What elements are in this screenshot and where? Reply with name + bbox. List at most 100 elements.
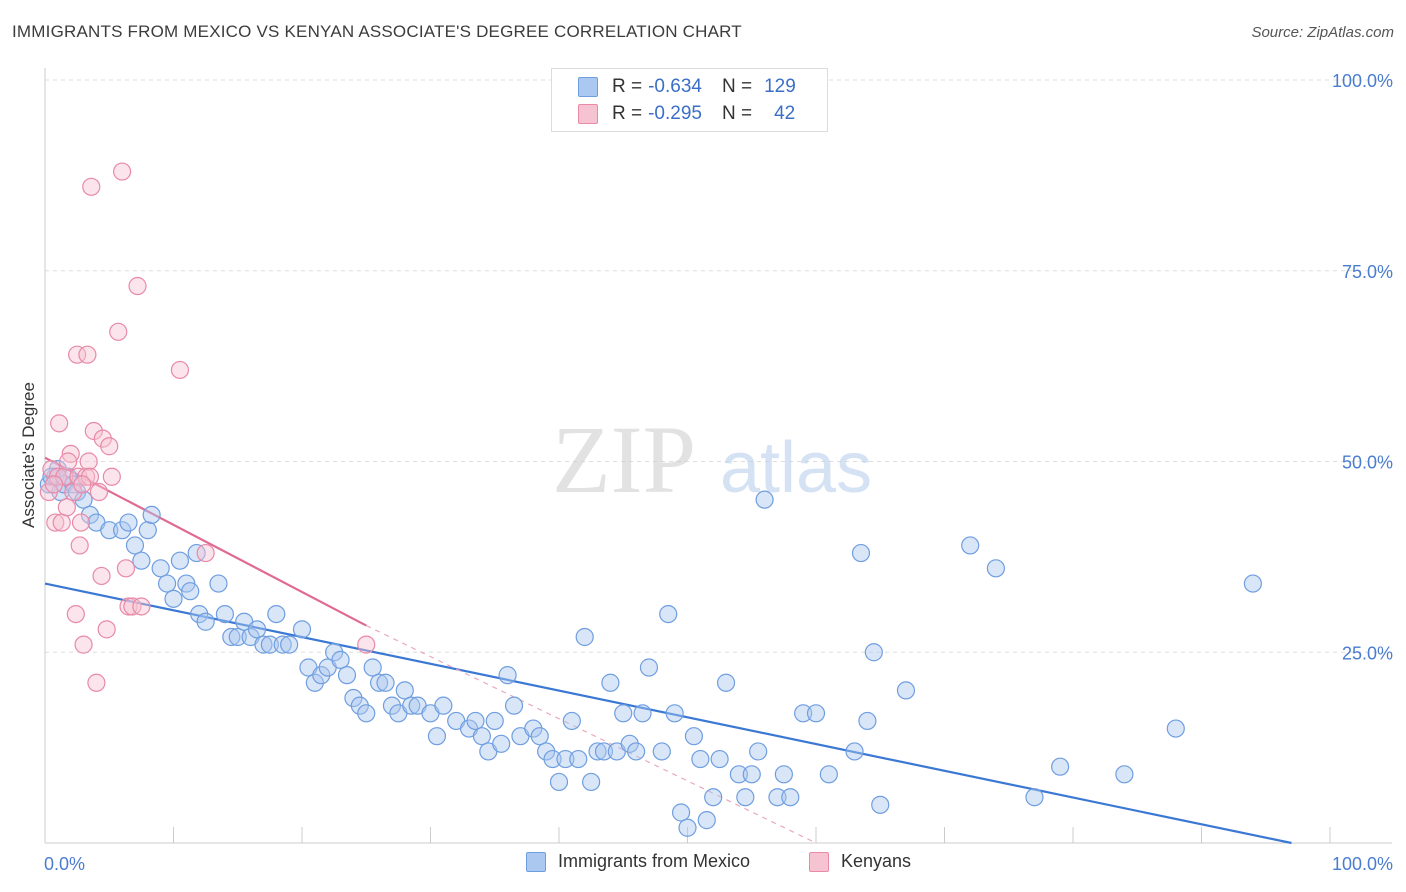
kenyans-point bbox=[79, 452, 98, 471]
series-swatch-kenyans bbox=[809, 851, 829, 872]
y-tick-label: 100.0% bbox=[1332, 71, 1393, 91]
kenyans-point bbox=[196, 543, 215, 563]
mexico-point bbox=[858, 711, 877, 731]
y-axis-label: Associate's Degree bbox=[19, 382, 38, 528]
kenyans-point bbox=[57, 498, 76, 517]
mexico-point bbox=[1025, 788, 1044, 807]
mexico-point bbox=[331, 650, 350, 669]
kenyans-point bbox=[119, 597, 138, 616]
series-legend-mexico[interactable]: Immigrants from Mexico bbox=[526, 851, 750, 872]
kenyans-point bbox=[44, 475, 64, 494]
kenyans-point bbox=[82, 177, 101, 196]
series-label-mexico: Immigrants from Mexico bbox=[558, 851, 751, 871]
kenyans-point bbox=[78, 345, 97, 364]
kenyans-point bbox=[109, 322, 128, 341]
mexico-point bbox=[350, 696, 369, 715]
kenyans-point bbox=[100, 437, 119, 456]
mexico-point bbox=[729, 765, 749, 784]
source-label: Source: ZipAtlas.com bbox=[1251, 24, 1394, 41]
legend-n-label: N = bbox=[721, 76, 753, 97]
mexico-point bbox=[1115, 765, 1134, 784]
mexico-point bbox=[151, 559, 170, 578]
mexico-point bbox=[312, 666, 331, 685]
kenyans-point bbox=[97, 620, 116, 639]
mexico-point bbox=[569, 749, 588, 769]
mexico-point bbox=[697, 811, 716, 830]
mexico-point bbox=[530, 727, 549, 746]
kenyans-point bbox=[128, 276, 147, 296]
mexico-point bbox=[659, 604, 678, 624]
mexico-point bbox=[742, 765, 761, 784]
kenyans-point bbox=[73, 475, 92, 494]
mexico-point bbox=[260, 635, 279, 654]
trend-lines bbox=[44, 456, 1292, 845]
kenyans-point bbox=[55, 467, 74, 486]
mexico-point bbox=[485, 711, 504, 731]
kenyans-trend-extension bbox=[365, 625, 817, 844]
kenyans-point bbox=[71, 513, 91, 532]
mexico-point bbox=[781, 788, 800, 807]
mexico-point bbox=[370, 673, 389, 692]
mexico-point bbox=[819, 765, 838, 784]
mexico-point bbox=[222, 627, 241, 647]
y-tick-label: 25.0% bbox=[1342, 643, 1393, 663]
mexico-point bbox=[588, 742, 607, 761]
mexico-point bbox=[382, 696, 402, 715]
mexico-point bbox=[665, 704, 684, 723]
mexico-point bbox=[704, 788, 723, 807]
legend-n-value: 42 bbox=[774, 103, 796, 124]
x-tick-label: 0.0% bbox=[44, 854, 85, 874]
series-legend-kenyans[interactable]: Kenyans bbox=[809, 851, 911, 872]
kenyans-point bbox=[74, 635, 93, 654]
mexico-trend-line bbox=[44, 582, 1292, 845]
mexico-point bbox=[556, 749, 575, 769]
mexico-point bbox=[626, 742, 646, 761]
mexico-point bbox=[749, 742, 768, 761]
mexico-point bbox=[755, 490, 774, 509]
kenyans-point bbox=[87, 673, 106, 692]
mexico-point bbox=[575, 627, 594, 647]
mexico-point bbox=[472, 727, 491, 746]
axes bbox=[44, 68, 1392, 844]
correlation-legend: R = -0.634 N = 129 R = -0.295 N = 42 bbox=[551, 68, 828, 132]
mexico-point bbox=[806, 704, 826, 723]
mexico-point bbox=[768, 788, 787, 807]
mexico-point bbox=[157, 574, 177, 593]
mexico-point bbox=[74, 490, 93, 509]
kenyans-point bbox=[92, 566, 111, 586]
mexico-point bbox=[678, 818, 697, 837]
mexico-point bbox=[132, 551, 151, 570]
x-tick-label: 100.0% bbox=[1332, 854, 1393, 874]
kenyans-point bbox=[50, 414, 69, 433]
mexico-point bbox=[961, 536, 980, 555]
kenyans-point bbox=[132, 597, 151, 616]
kenyans-point bbox=[68, 345, 87, 364]
mexico-point bbox=[119, 513, 138, 532]
mexico-point bbox=[562, 711, 581, 731]
mexico-point bbox=[48, 460, 67, 479]
mexico-point bbox=[337, 666, 357, 685]
tick-labels: 25.0% 50.0% 75.0% 100.0% 0.0% 100.0% bbox=[44, 71, 1393, 874]
legend-n-label: N = bbox=[721, 103, 753, 124]
mexico-point bbox=[504, 696, 524, 715]
mexico-point bbox=[492, 734, 511, 753]
chart-title: IMMIGRANTS FROM MEXICO VS KENYAN ASSOCIA… bbox=[12, 22, 742, 41]
mexico-point bbox=[537, 742, 556, 761]
mexico-point bbox=[215, 604, 234, 624]
mexico-point bbox=[395, 681, 414, 700]
mexico-point bbox=[292, 620, 312, 639]
mexico-point bbox=[716, 673, 736, 692]
watermark-atlas: atlas bbox=[720, 428, 872, 508]
mexico-point bbox=[710, 749, 729, 769]
mexico-point bbox=[254, 635, 273, 654]
mexico-point bbox=[142, 505, 161, 525]
legend-r-value: -0.295 bbox=[648, 103, 702, 124]
mexico-point bbox=[112, 521, 132, 540]
mexico-point bbox=[652, 742, 671, 761]
mexico-point bbox=[543, 749, 562, 769]
kenyans-point bbox=[89, 482, 109, 502]
kenyans-point bbox=[80, 467, 100, 486]
series-swatch-mexico bbox=[526, 851, 546, 872]
legend-row-mexico: R = -0.634 N = 129 bbox=[578, 74, 796, 100]
